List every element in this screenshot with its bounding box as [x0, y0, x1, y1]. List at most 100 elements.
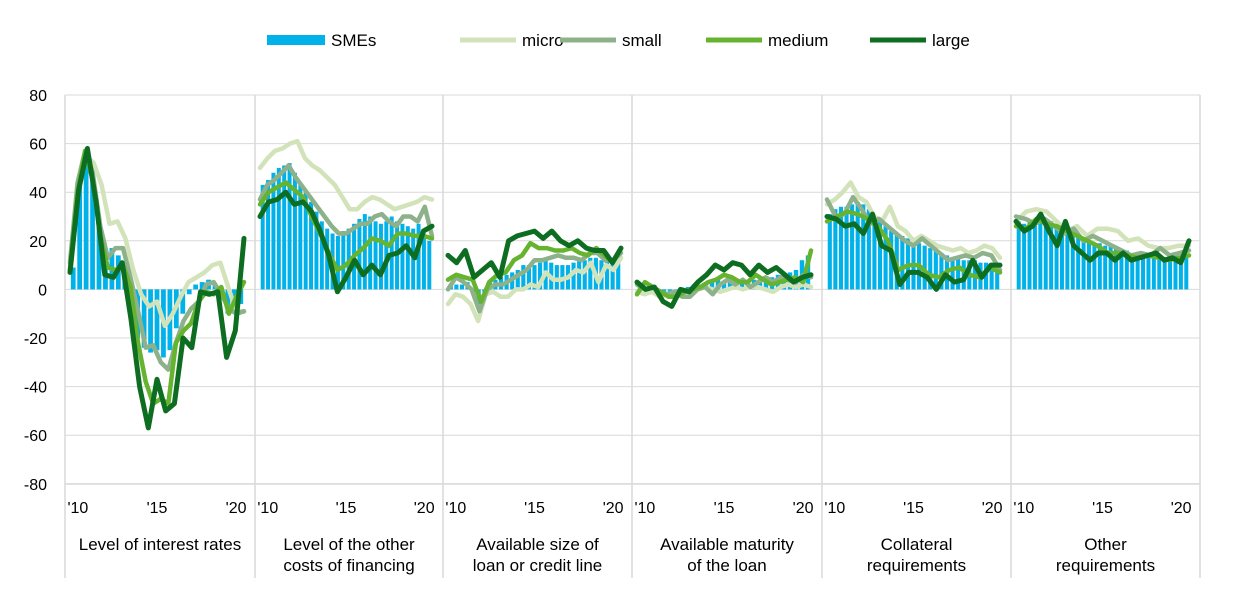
bar-smes	[416, 223, 421, 290]
bar-smes	[1038, 216, 1043, 290]
bar-smes	[515, 269, 520, 290]
y-axis: 80 60 40 20 0 -20 -40 -60 -80	[24, 88, 47, 494]
bar-smes	[526, 265, 531, 290]
bar-smes	[421, 233, 426, 290]
bar-smes	[1141, 255, 1146, 290]
panel-3	[445, 228, 624, 324]
bar-smes	[1184, 257, 1189, 290]
bar-smes	[709, 282, 715, 290]
bar-smes	[180, 289, 186, 314]
bar-smes	[1043, 218, 1048, 290]
bar-smes	[186, 289, 192, 295]
line-micro	[445, 255, 624, 324]
bar-smes	[1157, 257, 1162, 290]
bar-smes	[459, 284, 465, 290]
bar-smes	[225, 289, 231, 314]
x-tick-label: '15	[147, 500, 168, 517]
x-tick-label: '20	[414, 500, 435, 517]
bar-smes	[577, 260, 582, 290]
bar-smes	[582, 260, 587, 290]
x-tick-label: '20	[226, 500, 247, 517]
bar-smes	[341, 231, 346, 290]
bar-smes	[141, 289, 147, 348]
x-tick-label: '15	[524, 500, 545, 517]
x-tick-label: '15	[903, 500, 924, 517]
bar-smes	[1027, 221, 1032, 290]
bar-smes	[855, 201, 860, 290]
x-tick-label: '10	[445, 500, 466, 517]
bar-smes	[1135, 252, 1140, 290]
bar-smes	[538, 262, 543, 290]
bar-smes	[373, 221, 378, 290]
bar-smes	[933, 250, 938, 290]
line-micro	[67, 153, 247, 329]
bar-smes	[1103, 245, 1108, 290]
bar-smes	[1065, 231, 1070, 290]
bar-smes	[314, 211, 319, 290]
line-large	[67, 146, 247, 431]
bar-smes	[1146, 255, 1151, 290]
bar-smes	[1162, 257, 1167, 290]
bar-smes	[827, 214, 832, 290]
bar-smes	[844, 206, 849, 290]
line-medium	[257, 180, 435, 273]
bar-smes	[271, 172, 276, 290]
bar-smes	[1119, 250, 1124, 290]
category-label: of the loan	[687, 556, 766, 575]
category-label: costs of financing	[283, 556, 414, 575]
bar-smes	[922, 245, 927, 290]
y-tick-label: 80	[29, 88, 47, 105]
bar-smes	[877, 221, 883, 290]
bar-smes	[721, 282, 727, 290]
x-tick-label: '15	[1092, 500, 1113, 517]
bar-smes	[521, 265, 526, 290]
category-label: Other	[1084, 535, 1127, 554]
bar-smes	[1092, 243, 1097, 290]
bar-smes	[805, 255, 811, 290]
y-tick-label: -60	[24, 428, 47, 445]
category-label: requirements	[867, 556, 966, 575]
legend-label-small: small	[622, 31, 662, 50]
bar-smes	[368, 216, 373, 290]
y-tick-label: 20	[29, 234, 47, 251]
bar-smes	[335, 235, 340, 290]
x-tick-label: '20	[793, 500, 814, 517]
bar-smes	[154, 289, 160, 351]
category-label: loan or credit line	[473, 556, 602, 575]
category-label: Available maturity	[660, 535, 794, 554]
bar-smes	[400, 223, 405, 290]
bar-smes	[96, 221, 102, 290]
bar-smes	[1097, 243, 1102, 290]
line-large	[634, 260, 814, 309]
bar-smes	[850, 204, 855, 290]
bar-smes	[405, 226, 410, 290]
bar-smes	[319, 221, 324, 290]
bar-smes	[1016, 221, 1021, 290]
y-tick-label: 40	[29, 185, 47, 202]
bar-smes	[685, 286, 691, 290]
bar-smes	[939, 252, 944, 290]
bar-smes	[193, 284, 199, 290]
line-medium	[634, 248, 814, 299]
bar-smes	[763, 279, 769, 290]
bar-smes	[231, 289, 237, 302]
bar-smes	[588, 257, 593, 290]
y-tick-label: -20	[24, 331, 47, 348]
x-axis-labels: '10 '15 '20 Level of interest rates '10 '15 '2…	[67, 500, 1191, 575]
x-tick-label: '10	[257, 500, 278, 517]
x-tick-label: '10	[1013, 500, 1034, 517]
legend-swatch-smes	[267, 35, 325, 45]
x-tick-label: '15	[336, 500, 357, 517]
panel-6	[1013, 206, 1192, 290]
line-large	[257, 189, 435, 295]
bar-smes	[995, 269, 1000, 290]
bar-smes	[532, 265, 537, 290]
bar-smes	[616, 255, 621, 290]
bar-smes	[292, 172, 297, 290]
bar-smes	[861, 204, 866, 290]
bar-smes	[1151, 255, 1156, 290]
line-small	[257, 163, 435, 239]
bar-smes	[77, 184, 83, 290]
x-tick-label: '20	[603, 500, 624, 517]
